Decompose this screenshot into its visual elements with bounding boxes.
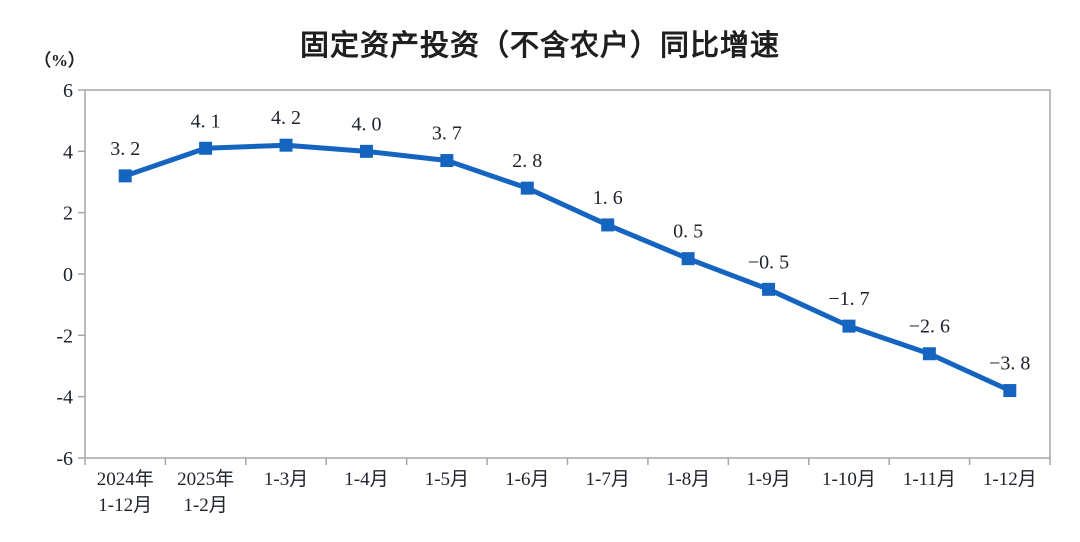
data-point-marker (440, 154, 454, 168)
y-axis-label: 4 (63, 141, 73, 163)
y-axis-label: 6 (63, 80, 73, 102)
data-point-label: 3. 7 (432, 123, 462, 145)
data-point-marker (118, 169, 132, 183)
data-point-marker (922, 347, 936, 361)
data-point-marker (681, 252, 695, 266)
x-axis-label: 1-11月 (903, 469, 956, 490)
data-point-label: 4. 0 (351, 113, 381, 135)
data-point-label: −2. 6 (909, 316, 950, 338)
y-axis-label: 2 (63, 203, 73, 225)
data-point-marker (1003, 384, 1017, 398)
x-axis-label: 2024年 1-12月 (97, 468, 154, 516)
data-point-marker (762, 282, 776, 296)
data-point-label: −1. 7 (828, 288, 869, 310)
data-point-marker (279, 138, 293, 152)
x-axis-label: 1-10月 (822, 469, 876, 490)
y-axis-label: -4 (56, 387, 73, 409)
data-point-marker (520, 181, 534, 195)
series-line (122, 142, 1013, 394)
x-axis-label: 1-6月 (505, 469, 549, 490)
y-axis-unit-label: （%） (34, 51, 85, 70)
data-point-label: 2. 8 (512, 150, 542, 172)
x-axis-label: 1-9月 (746, 469, 790, 490)
x-axis-label: 1-5月 (425, 469, 469, 490)
data-point-label: 0. 5 (673, 221, 703, 243)
x-axis-label: 2025年 1-2月 (177, 468, 234, 516)
data-point-marker (199, 141, 213, 155)
data-point-label: 4. 2 (271, 107, 301, 129)
x-axis-label: 1-7月 (586, 469, 630, 490)
data-point-marker (842, 319, 856, 333)
data-point-marker (359, 144, 373, 158)
y-axis-label: -6 (56, 448, 73, 470)
x-axis-label: 1-8月 (666, 469, 710, 490)
chart-title: 固定资产投资（不含农户）同比增速 (299, 30, 780, 62)
x-axis-label: 1-4月 (344, 469, 388, 490)
data-point-label: −3. 8 (989, 353, 1030, 375)
y-axis-label: 0 (63, 264, 73, 286)
data-point-label: 4. 1 (191, 110, 221, 132)
data-point-marker (601, 218, 615, 232)
x-axis-label: 1-12月 (983, 469, 1037, 490)
x-axis-label: 1-3月 (264, 469, 308, 490)
y-axis-label: -2 (56, 325, 73, 347)
data-point-label: 3. 2 (110, 138, 140, 160)
data-point-label: 1. 6 (593, 187, 623, 209)
data-point-label: −0. 5 (748, 251, 789, 273)
